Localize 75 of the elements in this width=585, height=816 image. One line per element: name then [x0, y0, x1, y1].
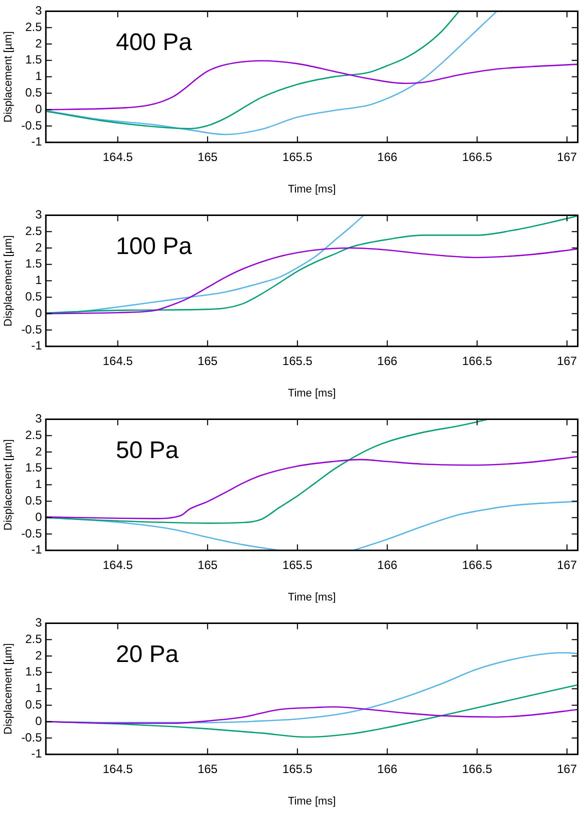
y-tick-label: 0: [35, 510, 42, 524]
y-tick-label: -1: [31, 746, 42, 761]
x-tick-label: 166.5: [462, 354, 492, 368]
x-tick-label: 164.5: [102, 558, 134, 572]
x-tick-label: 166: [377, 762, 398, 776]
x-tick-label: 166: [377, 150, 398, 164]
y-tick-label: 0.5: [25, 698, 42, 712]
x-tick-label: 167: [556, 150, 578, 164]
y-tick-label: 3: [35, 4, 42, 18]
y-tick-label: 2: [35, 36, 42, 50]
y-tick-label: 2.5: [25, 224, 42, 238]
y-tick-label: -0.5: [21, 322, 42, 336]
annotation: 20 Pa: [116, 640, 180, 668]
x-tick-label: 164.5: [102, 354, 134, 368]
y-tick-label: 1.5: [25, 52, 42, 67]
y-tick-label: 0.5: [25, 290, 42, 304]
x-axis-title: Time [ms]: [288, 591, 336, 604]
y-tick-label: -0.5: [21, 730, 42, 744]
y-tick-label: -1: [31, 338, 42, 353]
x-tick-label: 164.5: [102, 150, 134, 164]
x-tick-label: 165: [198, 150, 218, 164]
y-axis-title: Displacement [µm]: [2, 643, 15, 734]
y-tick-label: 0: [35, 306, 42, 320]
y-tick-label: 3: [35, 412, 42, 426]
x-tick-label: 167: [556, 558, 578, 572]
y-tick-label: -0.5: [21, 118, 42, 132]
line-series: [46, 706, 578, 724]
x-tick-label: 165: [198, 354, 218, 368]
x-tick-label: 165.5: [282, 354, 313, 368]
y-tick-label: 1: [35, 69, 42, 84]
x-tick-label: 166.5: [462, 558, 492, 572]
x-tick-label: 166.5: [462, 762, 492, 776]
y-tick-label: 2.5: [25, 20, 42, 34]
line-series: [46, 215, 578, 314]
x-tick-label: 166: [377, 354, 398, 368]
y-tick-label: 1.5: [25, 256, 42, 271]
annotation: 100 Pa: [116, 232, 193, 260]
x-tick-label: 165: [198, 558, 218, 572]
x-tick-label: 165: [198, 762, 218, 776]
y-tick-label: 1.5: [25, 664, 42, 679]
x-axis-title: Time [ms]: [288, 183, 336, 196]
y-tick-label: 2.5: [25, 632, 42, 646]
annotation: 50 Pa: [116, 436, 180, 464]
y-axis-title: Displacement [µm]: [2, 235, 15, 326]
x-axis-title: Time [ms]: [288, 387, 336, 400]
x-axis-title: Time [ms]: [288, 795, 336, 808]
y-tick-label: 0: [35, 102, 42, 116]
y-tick-label: 3: [35, 208, 42, 222]
x-tick-label: 167: [556, 354, 578, 368]
y-axis-title: Displacement [µm]: [2, 439, 15, 530]
y-tick-label: 0.5: [25, 494, 42, 508]
y-axis-title: Displacement [µm]: [2, 31, 15, 122]
y-tick-label: 2: [35, 444, 42, 458]
x-tick-label: 166.5: [462, 150, 492, 164]
x-tick-label: 165.5: [282, 150, 313, 164]
y-tick-label: 1: [35, 477, 42, 492]
x-tick-label: 166: [377, 558, 398, 572]
y-tick-label: 0: [35, 714, 42, 728]
y-tick-label: 0.5: [25, 86, 42, 100]
y-tick-label: 1.5: [25, 460, 42, 475]
y-tick-label: 1: [35, 273, 42, 288]
y-tick-label: -1: [31, 542, 42, 557]
y-tick-label: -1: [31, 134, 42, 149]
line-series: [46, 419, 489, 524]
y-tick-label: 2: [35, 648, 42, 662]
x-tick-label: 165.5: [282, 558, 313, 572]
y-tick-label: 2: [35, 240, 42, 254]
annotation: 400 Pa: [116, 28, 193, 56]
y-tick-label: 1: [35, 681, 42, 696]
x-tick-label: 164.5: [102, 762, 134, 776]
x-tick-label: 165.5: [282, 762, 313, 776]
y-tick-label: 2.5: [25, 428, 42, 442]
x-tick-label: 167: [556, 762, 578, 776]
y-tick-label: -0.5: [21, 526, 42, 540]
y-tick-label: 3: [35, 616, 42, 630]
